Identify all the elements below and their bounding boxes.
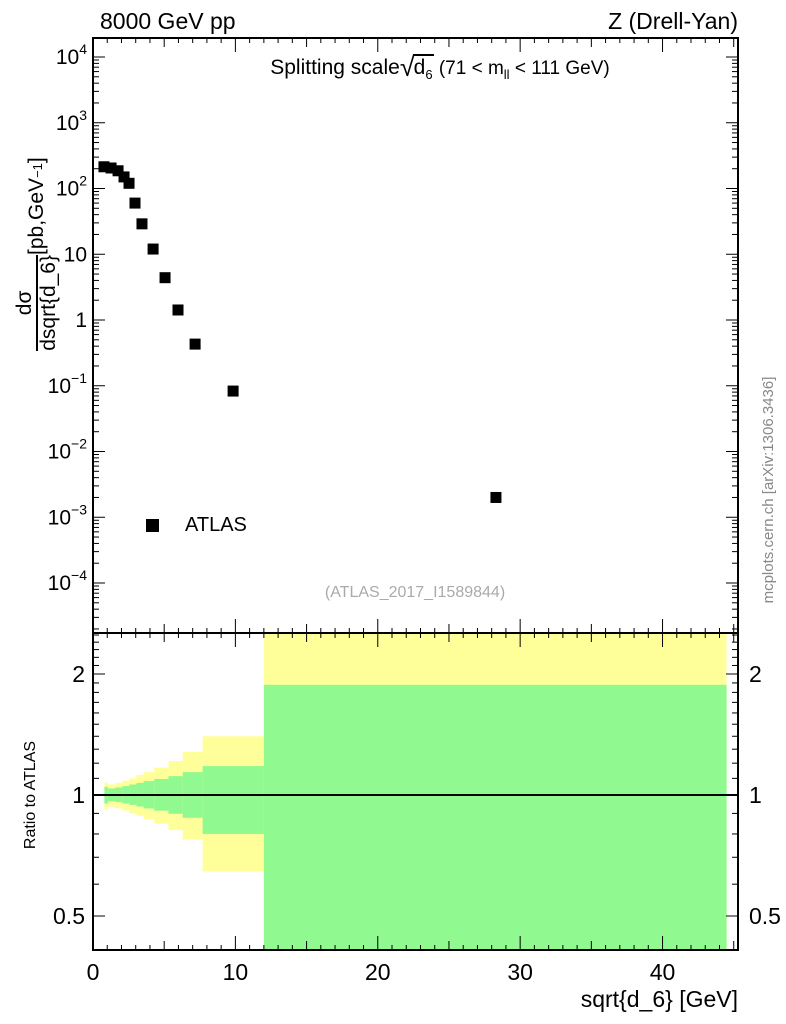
x-axis-title: sqrt{d_6} [GeV] — [580, 986, 738, 1012]
data-point — [105, 162, 117, 174]
legend: ATLAS — [146, 513, 247, 537]
plot-title: Splitting scale√d6 (71 < mll < 111 GeV) — [150, 52, 730, 83]
ratio-tick-label-right: 2 — [749, 661, 762, 687]
ratio-band-inner — [263, 684, 727, 950]
data-point — [123, 177, 135, 189]
title-prefix: Splitting scale — [270, 56, 400, 79]
dsigma-fraction: dσ dsqrt{d_6} — [12, 254, 60, 351]
ratio-tick-label-left: 0.5 — [53, 903, 85, 929]
data-point — [159, 272, 171, 284]
data-point — [98, 161, 110, 173]
y-tick-label: 104 — [56, 41, 87, 69]
y-tick-label: 10−4 — [48, 567, 88, 595]
y-axis-title: dσ dsqrt{d_6} [pb,GeV −1] — [12, 157, 60, 351]
beam-energy-label: 8000 GeV pp — [100, 8, 236, 34]
ratio-band-inner — [202, 766, 264, 834]
ratio-panel-frame — [92, 632, 739, 951]
sqrt-argument: d6 — [412, 54, 434, 83]
x-tick-label: 30 — [507, 959, 533, 985]
sqrt-symbol: √ — [399, 52, 415, 82]
ratio-tick-label-right: 1 — [749, 782, 762, 808]
y-tick-label: 1 — [75, 309, 87, 332]
legend-marker-square — [146, 518, 159, 532]
ratio-tick-label-right: 0.5 — [749, 903, 781, 929]
mass-window: (71 < mll < 111 GeV) — [438, 58, 610, 82]
process-label: Z (Drell-Yan) — [608, 8, 738, 34]
data-point — [189, 338, 201, 350]
main-panel-frame — [92, 37, 739, 634]
ratio-axis-title: Ratio to ATLAS — [22, 740, 39, 850]
x-tick-label: 0 — [87, 959, 100, 985]
x-tick-label: 10 — [223, 959, 249, 985]
data-point — [172, 304, 184, 316]
data-point — [490, 491, 502, 503]
data-point — [118, 171, 130, 183]
y-tick-label: 10−3 — [48, 501, 88, 529]
x-tick-label: 20 — [365, 959, 391, 985]
data-point — [136, 218, 148, 230]
mcplots-citation: mcplots.cern.ch [arXiv:1306.3436] — [760, 376, 777, 604]
analysis-reference: (ATLAS_2017_I1589844) — [324, 584, 506, 601]
y-tick-label: 10−2 — [48, 436, 88, 464]
data-point — [147, 243, 159, 255]
data-point — [227, 385, 239, 397]
data-point — [129, 197, 141, 209]
ratio-tick-label-left: 2 — [72, 661, 85, 687]
legend-entry-atlas: ATLAS — [185, 513, 247, 536]
data-point — [112, 165, 124, 177]
ratio-tick-label-left: 1 — [72, 782, 85, 808]
x-tick-label: 40 — [650, 959, 676, 985]
y-tick-label: 10 — [64, 243, 87, 266]
